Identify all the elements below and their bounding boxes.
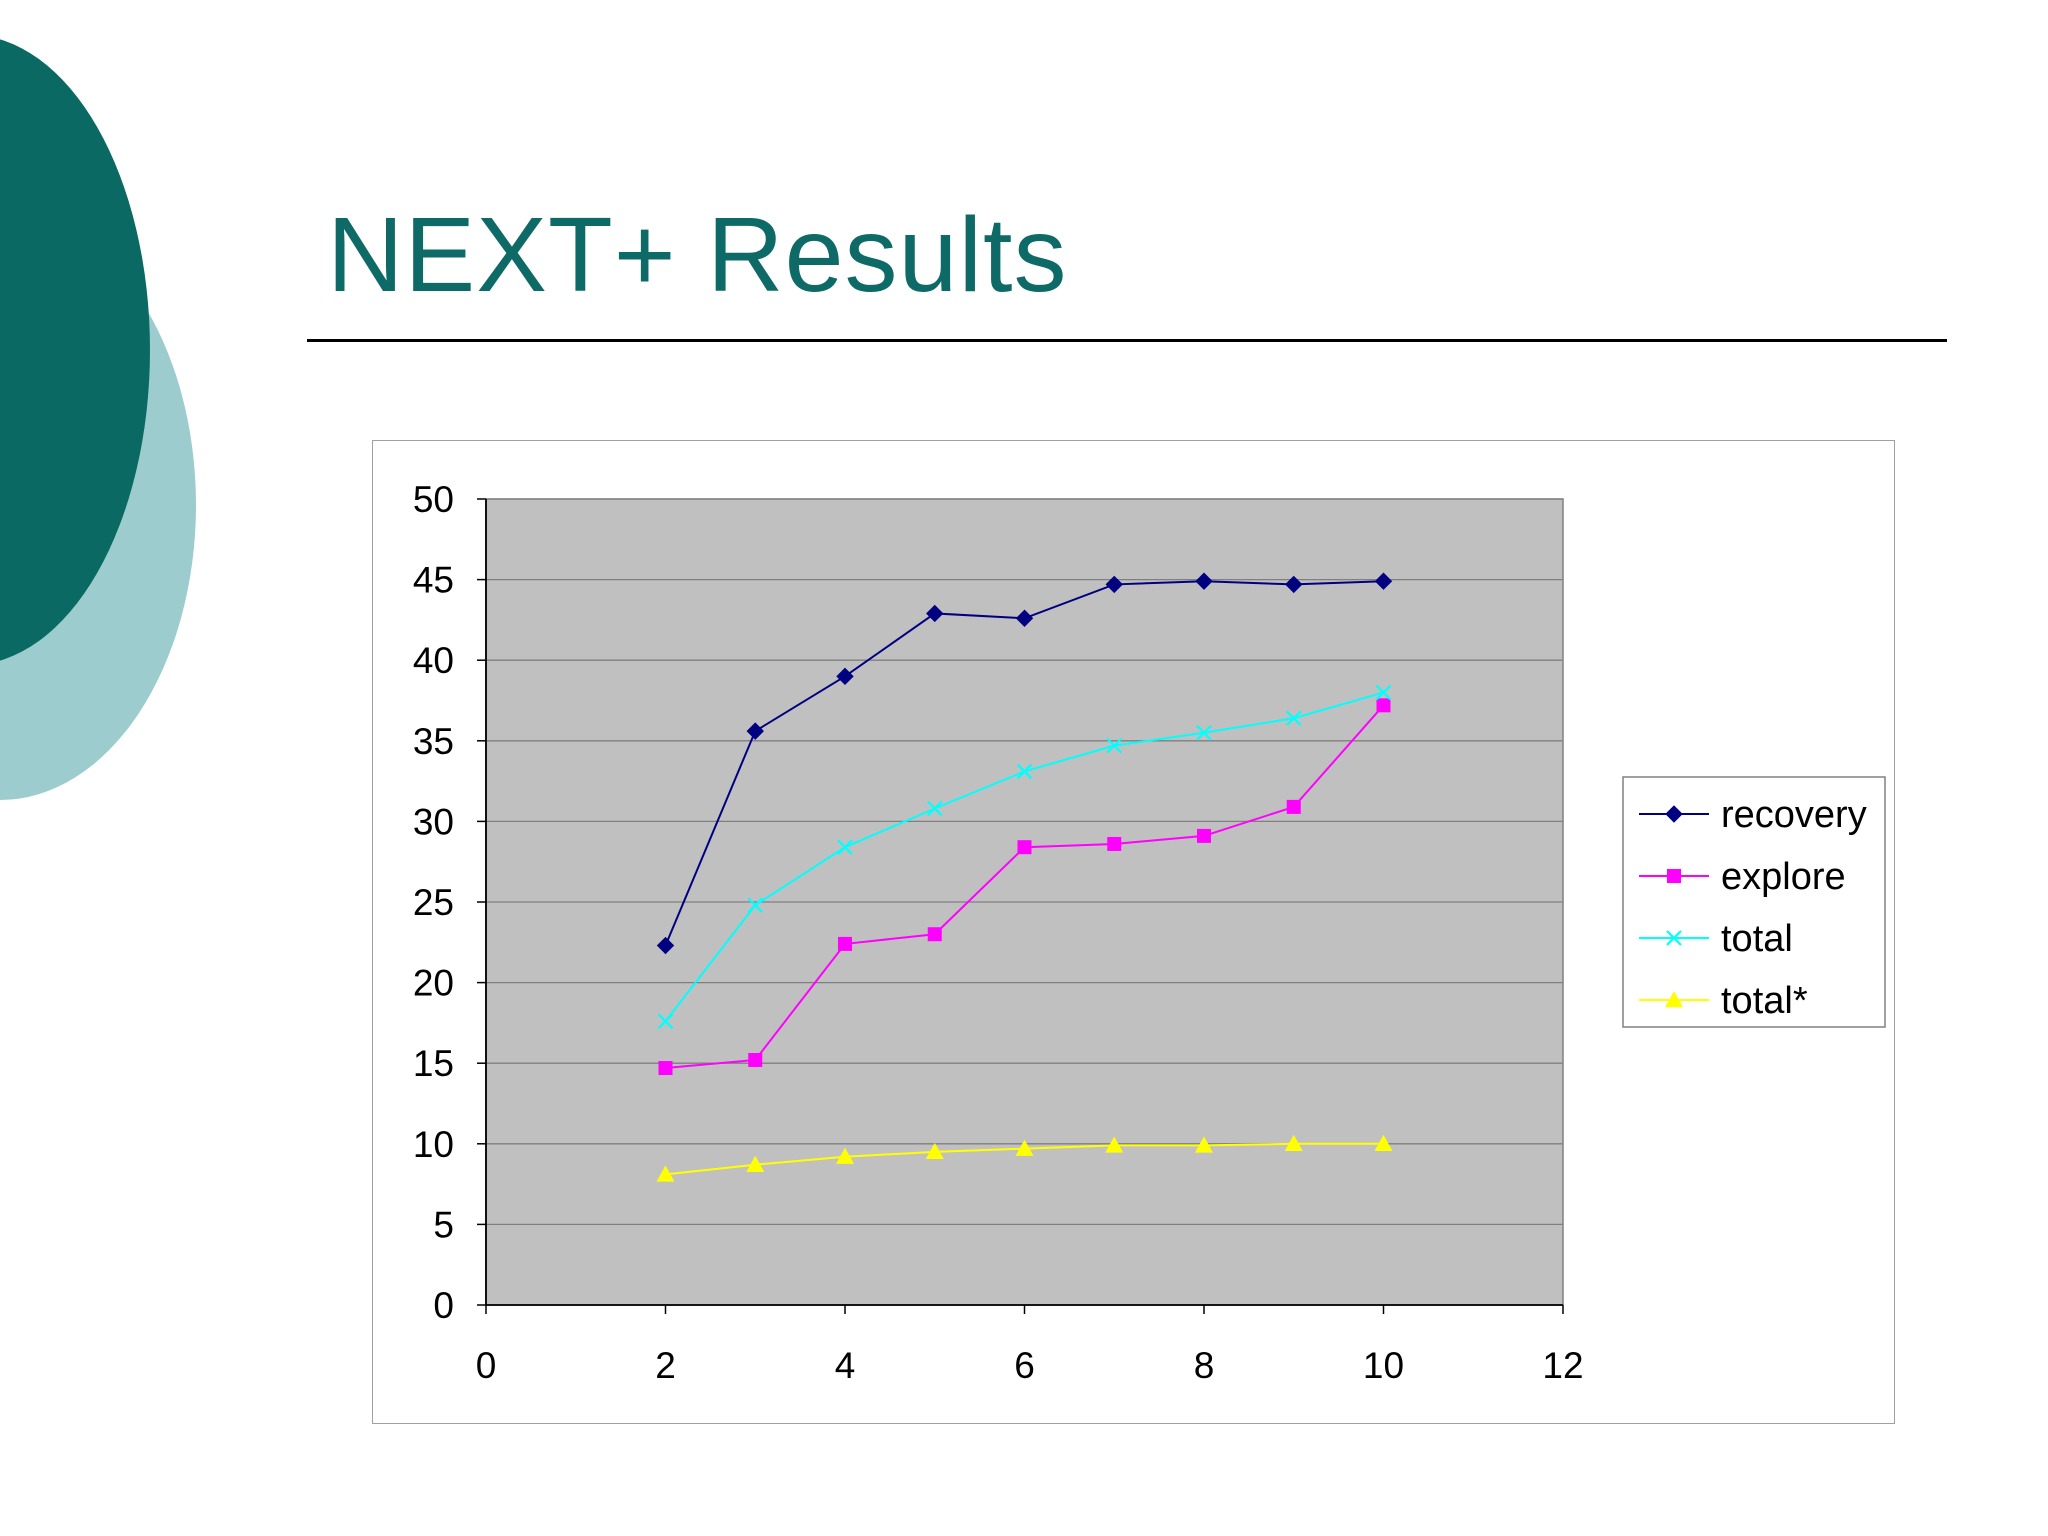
data-point-recovery	[746, 722, 764, 740]
data-point-total-star	[1195, 1136, 1213, 1153]
y-tick-label: 25	[413, 882, 454, 923]
data-point-recovery	[656, 936, 675, 955]
legend	[1622, 776, 1886, 1028]
legend-label-total-star: total*	[1721, 980, 1808, 1022]
data-point-total-star	[1284, 1134, 1303, 1151]
data-point-total	[1196, 724, 1212, 741]
line-chart: 0 5 10 15 20 25 30 35 40 45 50 0 2 4 6 8 10 12 recovery exp…	[413, 479, 1886, 1386]
y-tick-label: 50	[413, 479, 454, 520]
y-tick-label: 10	[413, 1124, 454, 1165]
y-tick-label: 40	[413, 640, 454, 681]
data-point-explore	[1017, 840, 1032, 855]
legend-marker-explore	[1667, 869, 1681, 883]
slide-title: NEXT+ Results	[327, 196, 1068, 314]
data-point-total-star	[1374, 1134, 1393, 1151]
data-point-total-star	[1105, 1136, 1124, 1153]
data-point-total	[926, 800, 943, 817]
y-tick-label: 20	[413, 963, 454, 1004]
data-point-explore	[658, 1061, 673, 1076]
data-point-explore	[1376, 698, 1391, 713]
x-tick-label: 4	[835, 1345, 856, 1386]
y-tick-label: 15	[413, 1043, 454, 1084]
data-point-recovery	[836, 667, 854, 686]
data-point-total-star	[746, 1155, 765, 1172]
dark-teal-circle	[0, 39, 150, 661]
legend-marker-total-star	[1665, 991, 1683, 1008]
data-point-total-star	[1015, 1139, 1034, 1156]
data-point-total	[747, 897, 764, 914]
y-tick-label: 5	[433, 1204, 454, 1245]
data-point-total-star	[656, 1165, 675, 1182]
data-point-explore	[1197, 828, 1211, 843]
data-point-explore	[838, 936, 852, 951]
x-tick-label: 0	[476, 1345, 497, 1386]
data-point-recovery	[1015, 609, 1034, 627]
data-point-recovery	[1374, 572, 1393, 590]
y-tick-label: 0	[433, 1285, 454, 1326]
legend-label-total: total	[1721, 918, 1793, 960]
y-tick-label: 30	[413, 801, 454, 842]
data-point-total-star	[836, 1147, 854, 1164]
data-point-recovery	[1195, 572, 1213, 590]
legend-label-explore: explore	[1721, 856, 1846, 898]
data-point-explore	[1286, 799, 1301, 814]
data-point-total	[1106, 737, 1123, 754]
data-point-total	[1016, 763, 1033, 780]
legend-marker-total	[1666, 930, 1682, 946]
x-tick-label: 12	[1542, 1345, 1583, 1386]
legend-label-recovery: recovery	[1721, 794, 1867, 836]
x-tick-label: 10	[1363, 1345, 1404, 1386]
y-tick-label: 35	[413, 721, 454, 762]
x-tick-label: 6	[1014, 1345, 1035, 1386]
x-tick-label: 8	[1194, 1345, 1215, 1386]
light-teal-circle	[0, 210, 196, 800]
data-point-recovery	[926, 604, 944, 623]
y-tick-label: 45	[413, 560, 454, 601]
data-point-recovery	[1285, 575, 1303, 594]
data-point-total	[837, 839, 853, 855]
legend-marker-recovery	[1665, 805, 1683, 823]
chart-frame: 0 5 10 15 20 25 30 35 40 45 50 0 2 4 6 8 10 12 recovery exp…	[372, 440, 1895, 1424]
x-tick-label: 2	[655, 1345, 676, 1386]
data-point-total	[1375, 684, 1392, 701]
data-point-explore	[748, 1052, 763, 1067]
data-point-total-star	[925, 1142, 944, 1160]
data-point-recovery	[1105, 575, 1123, 594]
data-point-explore	[927, 927, 942, 942]
data-point-explore	[1107, 836, 1122, 851]
title-divider	[307, 339, 1947, 342]
data-point-total	[1285, 710, 1302, 727]
data-point-total	[657, 1013, 674, 1030]
